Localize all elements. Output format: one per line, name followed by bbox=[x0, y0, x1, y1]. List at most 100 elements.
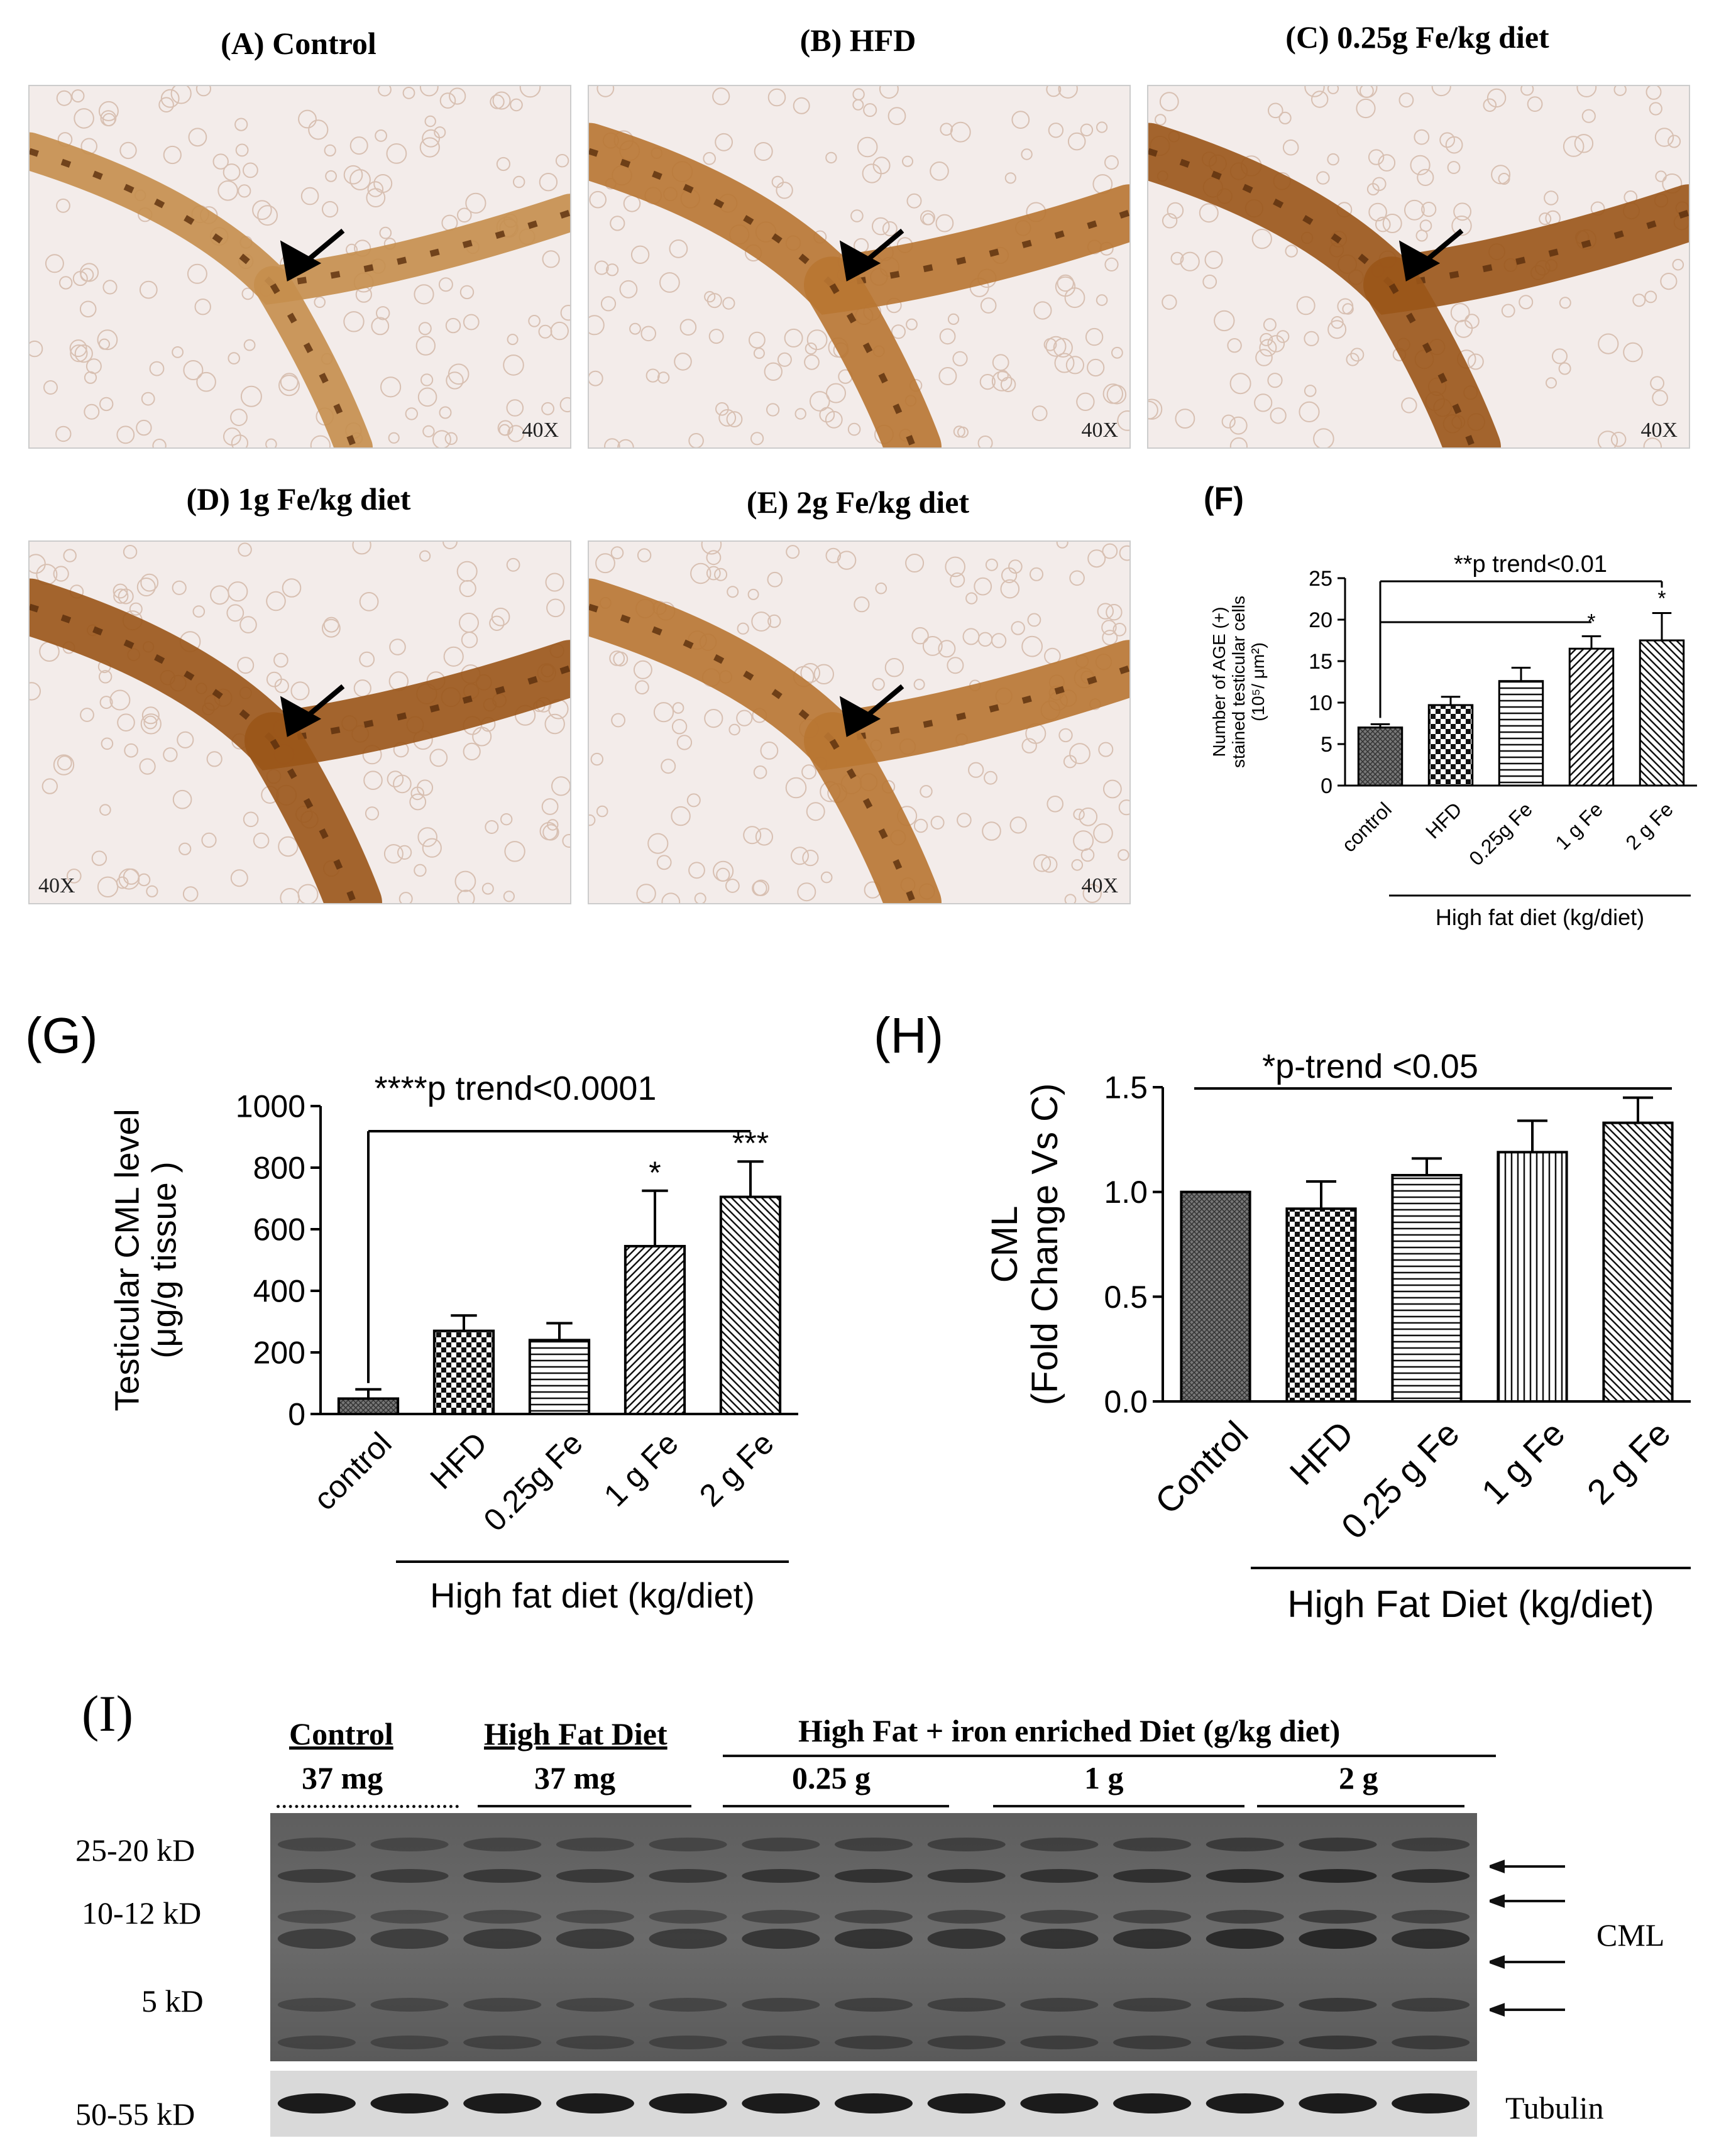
cml-band bbox=[556, 1929, 634, 1949]
y-tick-label: 400 bbox=[253, 1274, 305, 1309]
cml-band bbox=[927, 1929, 1006, 1949]
dose-line-1 bbox=[993, 1805, 1244, 1807]
tubulin-band bbox=[649, 2093, 727, 2113]
y-axis-label: Testicular CML level(μg/g tissue ) bbox=[108, 1109, 183, 1411]
category-label: Control bbox=[1147, 1413, 1255, 1521]
cml-band bbox=[834, 2036, 913, 2049]
dose-025: 0.25 g bbox=[792, 1760, 871, 1795]
cml-band bbox=[1392, 1838, 1470, 1851]
trend-annotation: *p-trend <0.05 bbox=[1262, 1048, 1478, 1085]
cml-band bbox=[277, 1998, 356, 2012]
cml-band bbox=[370, 2036, 449, 2049]
tubulin-band bbox=[1020, 2093, 1099, 2113]
group-hfd: High Fat Diet bbox=[484, 1716, 667, 1751]
cml-band bbox=[463, 1869, 542, 1883]
cml-band bbox=[1113, 1910, 1192, 1924]
cml-band bbox=[927, 1910, 1006, 1924]
cml-label: CML bbox=[1596, 1917, 1665, 1953]
panel-label: (F) bbox=[1204, 481, 1244, 516]
magnification-label: 40X bbox=[1081, 419, 1118, 442]
cml-band bbox=[742, 1838, 820, 1851]
cml-band bbox=[370, 1998, 449, 2012]
cml-band bbox=[1299, 1998, 1377, 2012]
mw-label-10: 10-12 kD bbox=[82, 1895, 202, 1931]
cml-band bbox=[742, 1929, 820, 1949]
bar bbox=[624, 1244, 686, 1415]
cml-band bbox=[927, 1869, 1006, 1883]
y-tick-label: 1000 bbox=[236, 1089, 305, 1124]
cml-band bbox=[834, 1869, 913, 1883]
cml-band bbox=[1020, 1838, 1099, 1851]
bar bbox=[1427, 704, 1474, 787]
micrograph-a: 40X bbox=[28, 85, 571, 449]
micrograph-title: (B) HFD bbox=[799, 23, 916, 58]
cml-band bbox=[1020, 1869, 1099, 1883]
tubulin-band bbox=[1299, 2093, 1377, 2113]
y-tick-label: 25 bbox=[1309, 567, 1332, 591]
cml-band bbox=[834, 1929, 913, 1949]
category-label: 2 g Fe bbox=[1579, 1413, 1678, 1512]
bar bbox=[432, 1329, 495, 1416]
cml-band bbox=[1392, 1869, 1470, 1883]
cml-band bbox=[1299, 1869, 1377, 1883]
cml-band bbox=[370, 1869, 449, 1883]
cml-band bbox=[463, 1910, 542, 1924]
cml-band bbox=[556, 1910, 634, 1924]
category-label: HFD bbox=[424, 1425, 494, 1496]
cml-band bbox=[834, 1910, 913, 1924]
dose-hfd: 37 mg bbox=[534, 1760, 616, 1795]
tubulin-band bbox=[277, 2093, 356, 2113]
significance-marker: * bbox=[649, 1155, 661, 1190]
tubulin-band bbox=[1392, 2093, 1470, 2113]
y-tick-label: 0.0 bbox=[1104, 1384, 1148, 1420]
y-tick-label: 1.0 bbox=[1104, 1175, 1148, 1210]
cml-band bbox=[1206, 1869, 1284, 1883]
y-tick-label: 10 bbox=[1309, 691, 1332, 715]
cml-band bbox=[834, 1998, 913, 2012]
cml-band bbox=[463, 1929, 542, 1949]
cml-band bbox=[742, 1869, 820, 1883]
category-label: HFD bbox=[1421, 797, 1466, 843]
magnification-label: 40X bbox=[38, 874, 75, 897]
cml-band bbox=[649, 1838, 727, 1851]
cml-band bbox=[927, 1998, 1006, 2012]
cml-band bbox=[277, 1869, 356, 1883]
cml-band bbox=[556, 2036, 634, 2049]
group-label: High fat diet (kg/diet) bbox=[430, 1576, 755, 1615]
group-iron-underline bbox=[723, 1755, 1496, 1757]
micrograph-title: (E) 2g Fe/kg diet bbox=[746, 485, 970, 520]
mw-label-25: 25-20 kD bbox=[75, 1833, 195, 1868]
bar bbox=[1498, 680, 1544, 787]
y-tick-label: 600 bbox=[253, 1212, 305, 1247]
cml-band bbox=[1113, 1998, 1192, 2012]
panel-label: (H) bbox=[874, 1007, 943, 1063]
y-tick-label: 15 bbox=[1309, 650, 1332, 674]
category-label: HFD bbox=[1282, 1413, 1361, 1493]
cml-band bbox=[927, 1838, 1006, 1851]
cml-band bbox=[1113, 2036, 1192, 2049]
category-label: control bbox=[307, 1425, 398, 1517]
dose-1: 1 g bbox=[1084, 1760, 1124, 1795]
cml-band bbox=[370, 1929, 449, 1949]
cml-band bbox=[1206, 1910, 1284, 1924]
cml-band bbox=[1020, 2036, 1099, 2049]
tubulin-band bbox=[463, 2093, 542, 2113]
bar bbox=[337, 1397, 400, 1415]
bar bbox=[1180, 1190, 1251, 1403]
cml-band bbox=[1206, 1929, 1284, 1949]
cml-band bbox=[1299, 1910, 1377, 1924]
cml-band bbox=[1020, 1929, 1099, 1949]
mw-label-5: 5 kD bbox=[141, 1983, 204, 2019]
cml-band bbox=[556, 1838, 634, 1851]
micrograph-d: 40X bbox=[28, 540, 571, 904]
category-label: 1 g Fe bbox=[597, 1425, 685, 1513]
cml-band bbox=[649, 1910, 727, 1924]
cml-band bbox=[556, 1998, 634, 2012]
cml-band bbox=[1020, 1910, 1099, 1924]
cml-band bbox=[1299, 1838, 1377, 1851]
cml-band bbox=[1113, 1838, 1192, 1851]
cml-band bbox=[1392, 1998, 1470, 2012]
y-tick-label: 20 bbox=[1309, 608, 1332, 632]
